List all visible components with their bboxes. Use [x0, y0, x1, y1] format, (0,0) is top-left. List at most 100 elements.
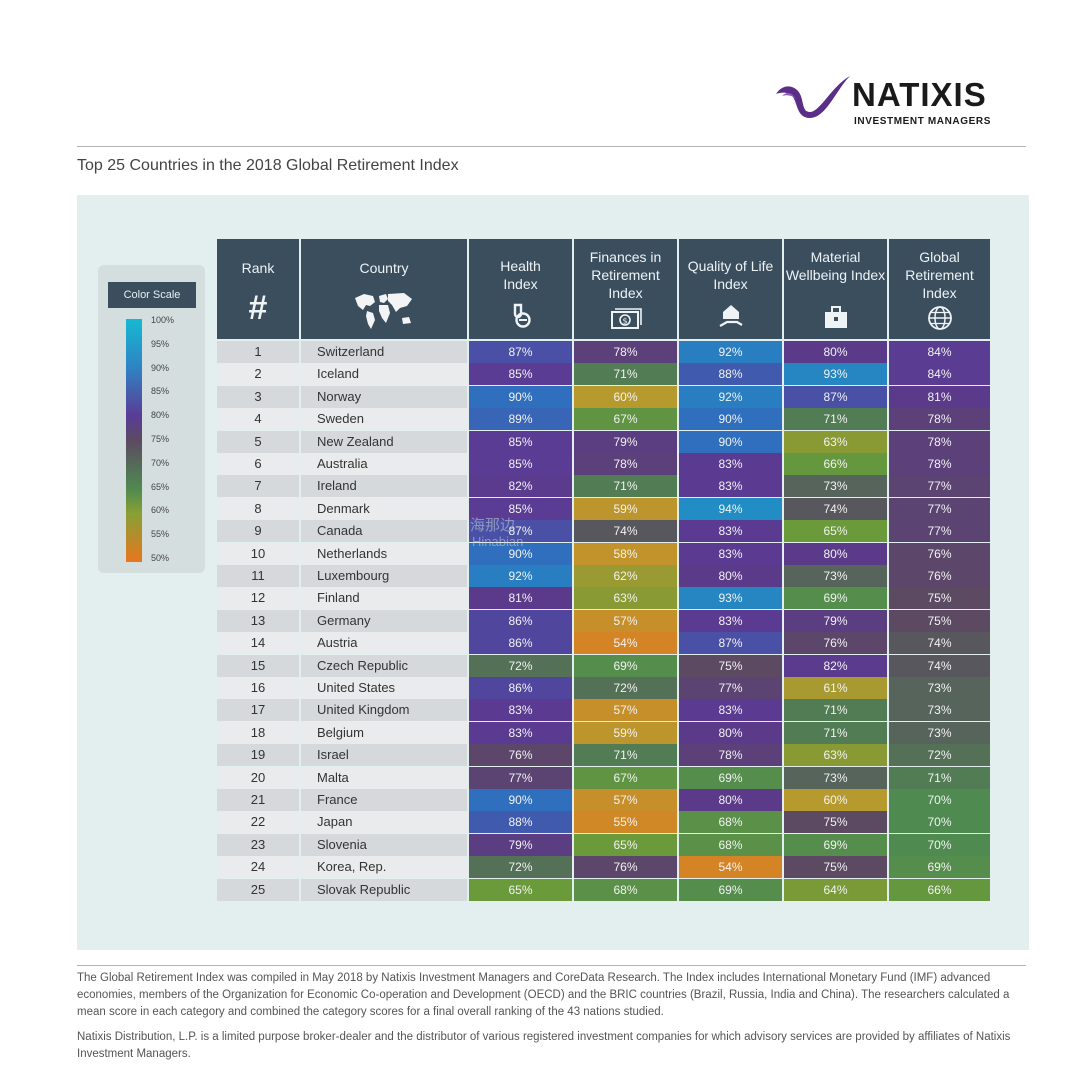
- color-scale-bar: [126, 319, 142, 562]
- global-value-cell: 76%: [889, 565, 990, 587]
- quality-value-cell: 93%: [679, 587, 782, 610]
- color-scale-label: 65%: [151, 481, 170, 492]
- header-finances: Finances in Retirement Index $: [574, 239, 677, 339]
- country-cell: Ireland: [301, 475, 467, 498]
- finances-value-cell: 59%: [574, 721, 677, 744]
- country-cell: Czech Republic: [301, 654, 467, 677]
- brand-name: NATIXIS: [852, 76, 987, 113]
- material-value-cell: 74%: [784, 497, 887, 520]
- header-global-label: Global Retirement Index: [905, 249, 974, 301]
- global-value-cell: 73%: [889, 721, 990, 744]
- quality-value-cell: 80%: [679, 789, 782, 811]
- health-value-cell: 86%: [469, 632, 572, 655]
- quality-value-cell: 88%: [679, 363, 782, 386]
- table-row: 6 Australia 85% 78% 83% 66% 78%: [217, 453, 990, 475]
- country-cell: Slovenia: [301, 833, 467, 856]
- finances-value-cell: 59%: [574, 497, 677, 520]
- svg-text:$: $: [622, 317, 627, 326]
- country-cell: Japan: [301, 811, 467, 834]
- health-value-cell: 90%: [469, 385, 572, 408]
- health-value-cell: 79%: [469, 833, 572, 856]
- natixis-swoosh-icon: [776, 76, 850, 118]
- finances-value-cell: 71%: [574, 475, 677, 498]
- country-cell: Belgium: [301, 721, 467, 744]
- table-row: 17 United Kingdom 83% 57% 83% 71% 73%: [217, 699, 990, 722]
- rank-cell: 4: [217, 408, 299, 431]
- rank-cell: 18: [217, 721, 299, 744]
- header-health-label: Health Index: [500, 258, 541, 292]
- health-value-cell: 88%: [469, 811, 572, 834]
- color-scale-label: 70%: [151, 457, 170, 468]
- natixis-logo: NATIXIS INVESTMENT MANAGERS: [774, 72, 1030, 132]
- color-scale-label: 75%: [151, 434, 170, 444]
- country-cell: Slovak Republic: [301, 878, 467, 901]
- quality-value-cell: 83%: [679, 542, 782, 565]
- rank-cell: 24: [217, 856, 299, 879]
- color-scale-label: 85%: [151, 386, 170, 397]
- page-title: Top 25 Countries in the 2018 Global Reti…: [77, 157, 459, 174]
- header-rank: Rank #: [217, 239, 299, 339]
- finances-value-cell: 57%: [574, 699, 677, 722]
- global-value-cell: 74%: [889, 632, 990, 655]
- header-finances-label: Finances in Retirement Index: [589, 249, 662, 301]
- material-value-cell: 61%: [784, 677, 887, 699]
- material-value-cell: 60%: [784, 789, 887, 811]
- table-row: 1 Switzerland 87% 78% 92% 80% 84%: [217, 341, 990, 363]
- brand-tagline: INVESTMENT MANAGERS: [854, 116, 991, 127]
- global-value-cell: 84%: [889, 341, 990, 363]
- bottom-divider: [77, 965, 1026, 966]
- country-cell: Germany: [301, 609, 467, 632]
- finances-value-cell: 57%: [574, 609, 677, 632]
- global-value-cell: 78%: [889, 408, 990, 431]
- quality-value-cell: 54%: [679, 856, 782, 879]
- watermark: 海那边 Hinabian: [470, 514, 630, 566]
- material-value-cell: 75%: [784, 856, 887, 879]
- global-value-cell: 74%: [889, 654, 990, 677]
- quality-value-cell: 83%: [679, 453, 782, 475]
- table-row: 16 United States 86% 72% 77% 61% 73%: [217, 677, 990, 699]
- finances-value-cell: 65%: [574, 833, 677, 856]
- material-value-cell: 71%: [784, 699, 887, 722]
- hash-icon: #: [248, 289, 268, 327]
- table-row: 25 Slovak Republic 65% 68% 69% 64% 66%: [217, 878, 990, 901]
- quality-value-cell: 87%: [679, 632, 782, 655]
- rank-cell: 17: [217, 699, 299, 722]
- global-value-cell: 70%: [889, 833, 990, 856]
- finances-value-cell: 67%: [574, 408, 677, 431]
- table-row: 20 Malta 77% 67% 69% 73% 71%: [217, 766, 990, 789]
- color-scale-label: 50%: [151, 553, 170, 563]
- quality-value-cell: 69%: [679, 766, 782, 789]
- quality-value-cell: 83%: [679, 520, 782, 543]
- header-country: Country: [301, 239, 467, 339]
- country-cell: Australia: [301, 453, 467, 475]
- rank-cell: 8: [217, 497, 299, 520]
- rank-cell: 12: [217, 587, 299, 610]
- health-value-cell: 85%: [469, 497, 572, 520]
- table-row: 23 Slovenia 79% 65% 68% 69% 70%: [217, 833, 990, 856]
- global-value-cell: 73%: [889, 677, 990, 699]
- house-hand-icon: [679, 301, 782, 334]
- global-value-cell: 72%: [889, 744, 990, 767]
- country-cell: Switzerland: [301, 341, 467, 363]
- quality-value-cell: 83%: [679, 475, 782, 498]
- finances-value-cell: 58%: [574, 542, 677, 565]
- table-row: 10 Netherlands 90% 58% 83% 80% 76%: [217, 542, 990, 565]
- table-row: 3 Norway 90% 60% 92% 87% 81%: [217, 385, 990, 408]
- finances-value-cell: 78%: [574, 341, 677, 363]
- rank-cell: 5: [217, 430, 299, 453]
- quality-value-cell: 92%: [679, 385, 782, 408]
- finances-value-cell: 57%: [574, 789, 677, 811]
- global-value-cell: 77%: [889, 520, 990, 543]
- finances-value-cell: 55%: [574, 811, 677, 834]
- global-value-cell: 66%: [889, 878, 990, 901]
- rank-cell: 14: [217, 632, 299, 655]
- finances-value-cell: 72%: [574, 677, 677, 699]
- color-scale-label: 100%: [151, 315, 175, 325]
- material-value-cell: 71%: [784, 721, 887, 744]
- country-cell: Malta: [301, 766, 467, 789]
- table-row: 11 Luxembourg 92% 62% 80% 73% 76%: [217, 565, 990, 587]
- country-cell: Netherlands: [301, 542, 467, 565]
- color-scale-label: 60%: [151, 505, 170, 516]
- country-cell: New Zealand: [301, 430, 467, 453]
- quality-value-cell: 78%: [679, 744, 782, 767]
